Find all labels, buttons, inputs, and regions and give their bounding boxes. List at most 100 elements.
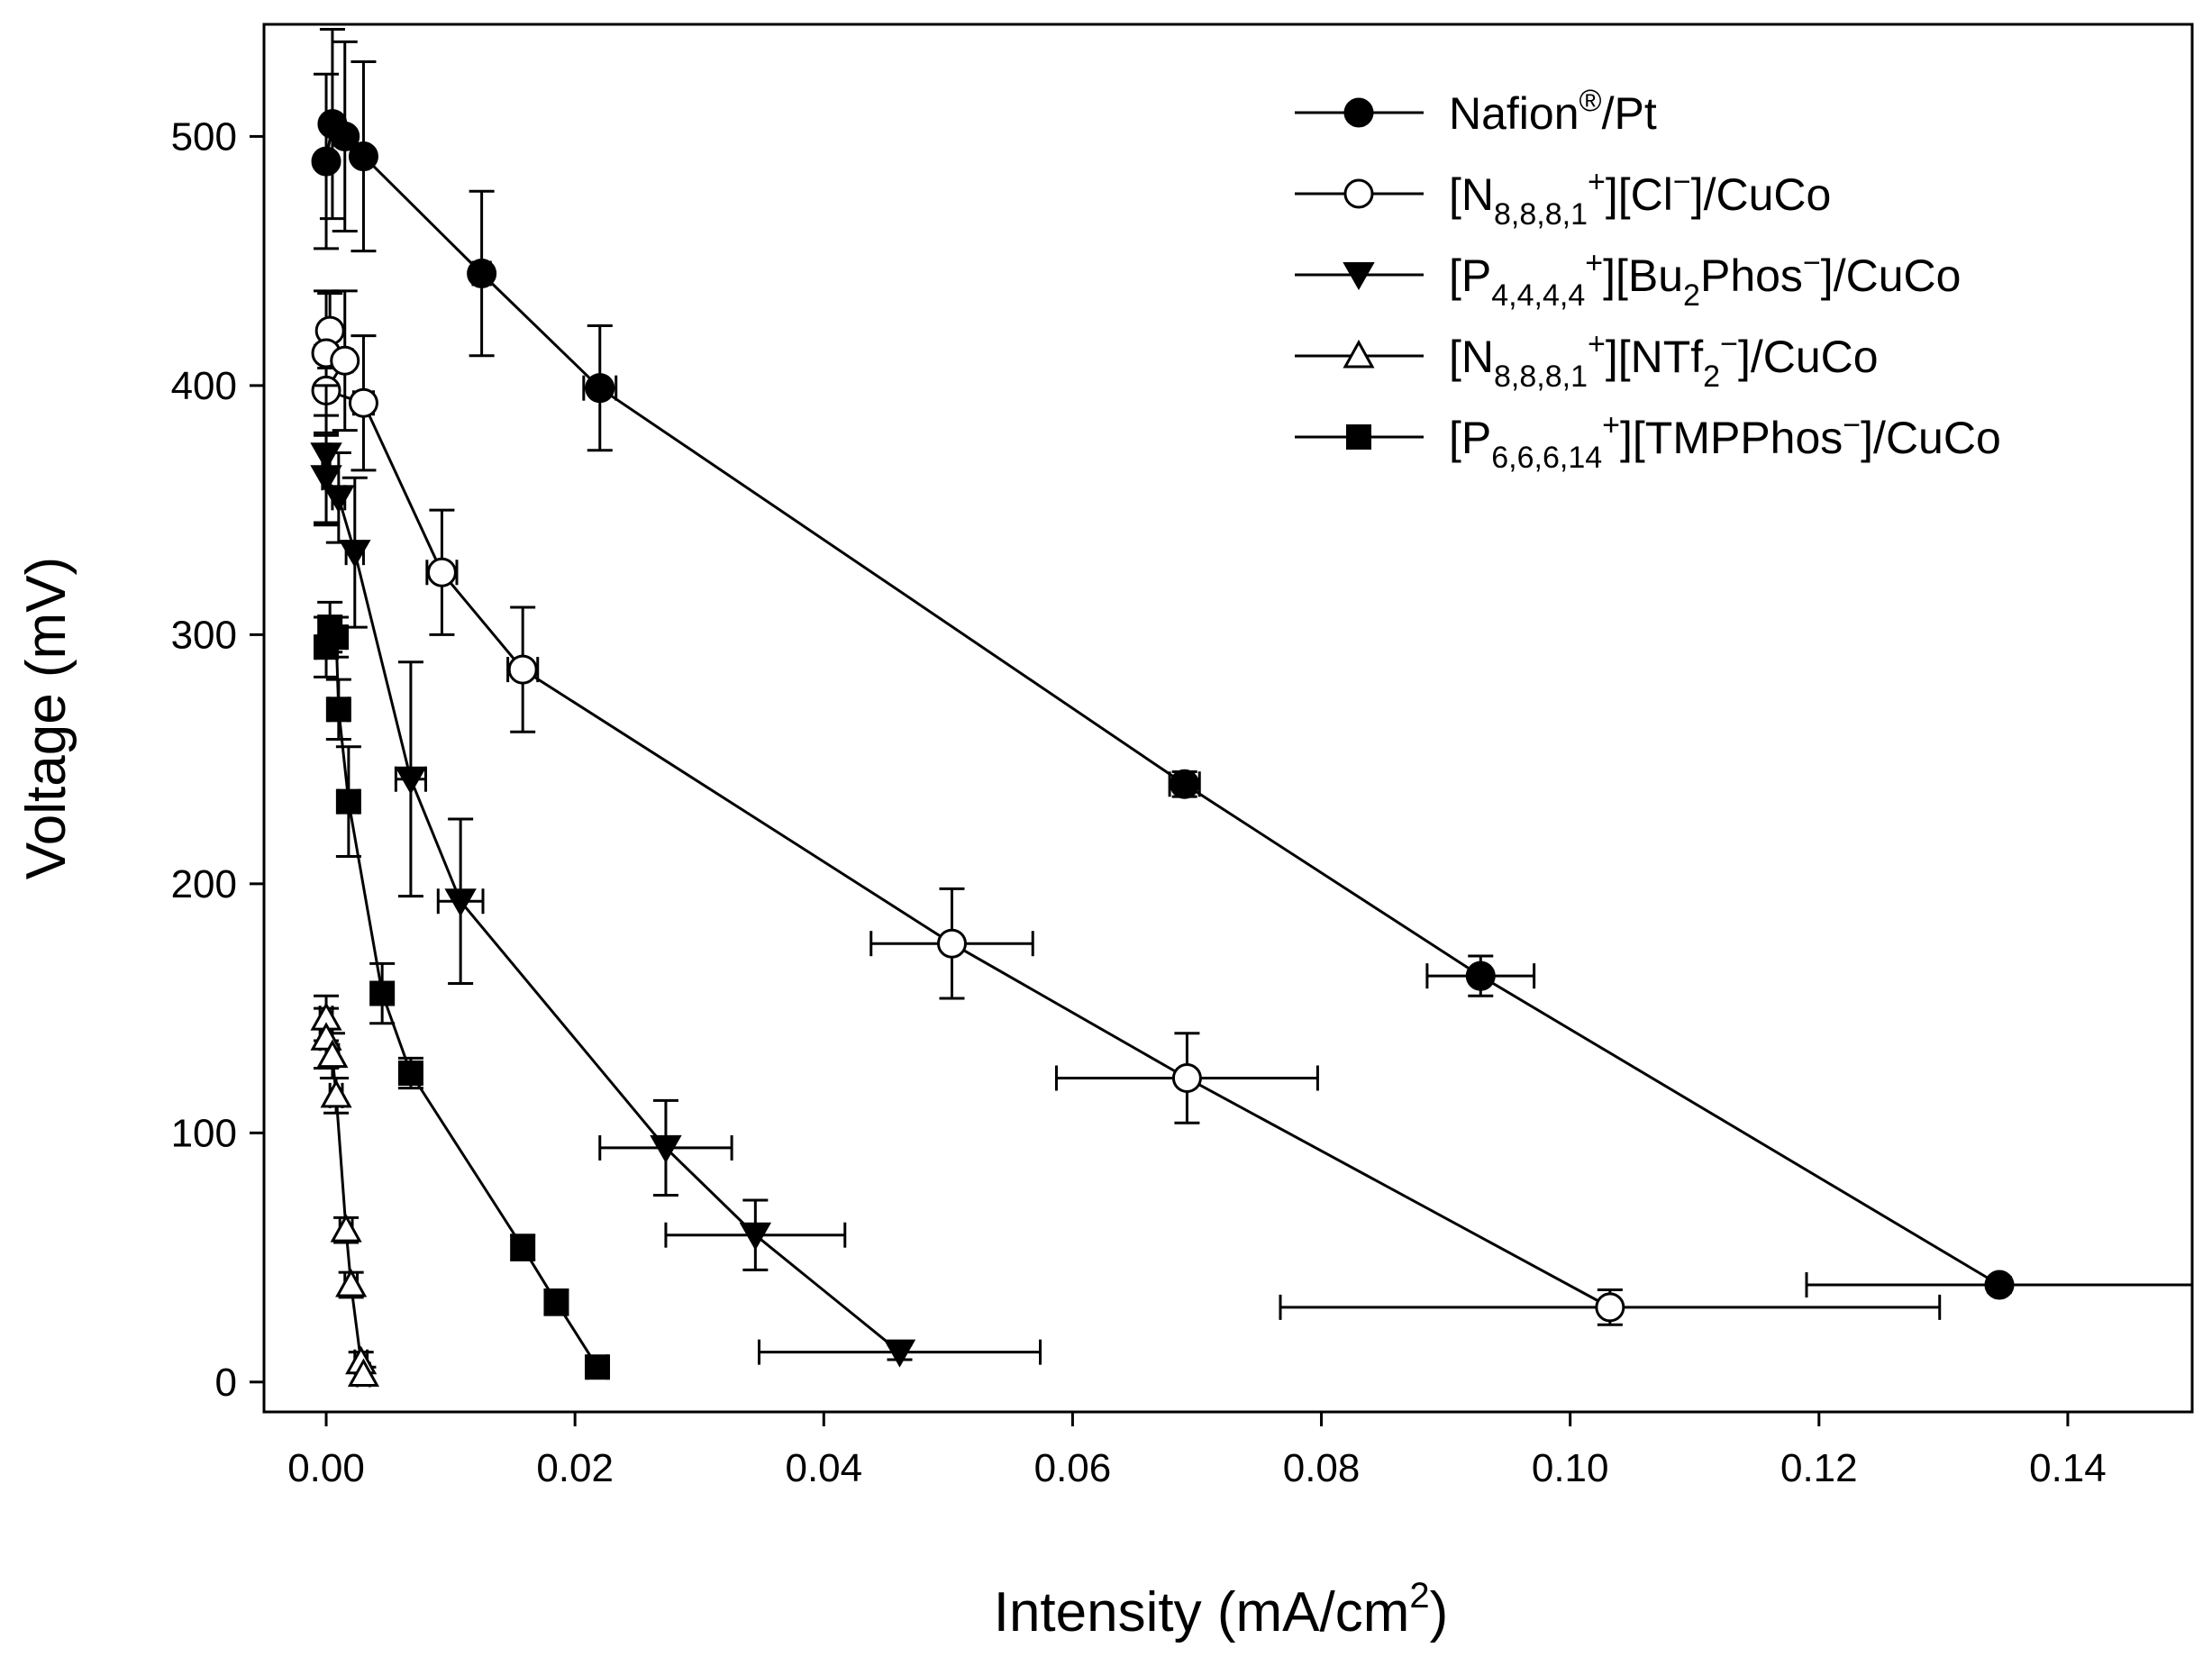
- legend-label-part: ]/CuCo: [1738, 332, 1879, 382]
- series-5-point: [325, 696, 351, 723]
- series-2-point: [1171, 1063, 1202, 1094]
- x-axis-label-sup: 2: [1409, 1576, 1429, 1616]
- series-3-point: [310, 465, 342, 494]
- y-tick-label: 400: [171, 364, 237, 408]
- legend-label-part: +: [1588, 327, 1606, 361]
- legend-label-part: +: [1602, 408, 1620, 442]
- y-tick-label: 500: [171, 114, 237, 159]
- series-5-point: [397, 1060, 423, 1086]
- legend-marker: [1346, 424, 1371, 450]
- legend-label-part: ]/CuCo: [1861, 413, 2001, 463]
- series-5-point: [510, 1234, 536, 1261]
- y-axis-label: Voltage (mV): [15, 557, 77, 879]
- series-2-point: [936, 928, 967, 959]
- legend-item-1: Nafion®/Pt: [1295, 84, 1657, 139]
- x-tick-label: 0.10: [1532, 1446, 1609, 1490]
- y-tick-label: 100: [171, 1111, 237, 1155]
- series-1-point: [1984, 1270, 2015, 1300]
- legend-marker: [1343, 262, 1375, 291]
- legend-label-part: −: [1843, 408, 1861, 442]
- legend-marker: [1343, 339, 1375, 369]
- legend-item-5: [P6,6,6,14+][TMPPhos−]/CuCo: [1295, 408, 2001, 475]
- series-1: [311, 28, 2194, 1300]
- series-2-point: [426, 557, 457, 587]
- legend-label-part: [P: [1449, 413, 1491, 463]
- series-5-line: [324, 624, 599, 1369]
- series-3-point: [650, 1134, 682, 1163]
- legend-label-part: 4,4,4,4: [1491, 278, 1585, 313]
- x-tick-label: 0.14: [2029, 1446, 2107, 1490]
- series-5-point: [543, 1289, 569, 1316]
- legend-label-part: ][TMPPhos: [1620, 413, 1843, 463]
- legend-label-part: [N: [1449, 332, 1494, 382]
- series-3-point: [883, 1339, 916, 1368]
- legend-label-part: 8,8,8,1: [1494, 197, 1588, 232]
- legend-label-part: ]/CuCo: [1821, 250, 1962, 301]
- legend-label-part: +: [1585, 246, 1603, 280]
- legend-marker: [1343, 178, 1374, 209]
- series-1-point: [348, 141, 378, 172]
- series-3-point: [339, 540, 371, 569]
- legend-label-part: Nafion: [1449, 88, 1579, 139]
- legend-item-4: [N8,8,8,1+][NTf2−]/CuCo: [1295, 327, 1879, 394]
- series-4: [310, 994, 380, 1388]
- legend-item-3: [P4,4,4,4+][Bu2Phos−]/CuCo: [1295, 246, 1961, 313]
- series-3-point: [444, 888, 477, 917]
- series-2-point: [330, 345, 360, 376]
- legend-label-part: [P: [1449, 250, 1491, 301]
- legend-label-part: ][Bu: [1603, 250, 1683, 301]
- legend-label-part: ]/CuCo: [1691, 169, 1832, 220]
- legend-label: [N8,8,8,1+][NTf2−]/CuCo: [1449, 327, 1879, 394]
- plot-frame: [262, 23, 2194, 1414]
- x-tick-label: 0.00: [287, 1446, 365, 1490]
- data-layer: [310, 28, 2194, 1388]
- series-1-point: [467, 258, 497, 288]
- series-5-point: [369, 980, 396, 1006]
- legend-label: [P4,4,4,4+][Bu2Phos−]/CuCo: [1449, 246, 1961, 313]
- legend-label-part: ][NTf: [1606, 332, 1703, 382]
- series-4-point: [347, 1358, 380, 1388]
- legend-label-part: 8,8,8,1: [1494, 360, 1588, 394]
- x-tick-label: 0.04: [785, 1446, 862, 1490]
- legend-label-part: ][Cl: [1606, 169, 1673, 220]
- series-2-point: [507, 654, 538, 685]
- x-axis-label: Intensity (mA/cm2): [994, 1576, 1449, 1643]
- legend-label-part: [N: [1449, 169, 1494, 220]
- axes-layer: 0.00 0.02 0.04 0.06 0.08 0.10 0.12 0.14 0 100 200 3…: [171, 114, 2107, 1490]
- y-tick-label: 200: [171, 862, 237, 906]
- series-4-point: [335, 1268, 368, 1297]
- legend-label-part: +: [1588, 165, 1606, 199]
- series-3-point: [395, 766, 427, 795]
- legend-label-part: 2: [1703, 360, 1720, 394]
- legend-label: Nafion®/Pt: [1449, 84, 1657, 139]
- series-2-point: [1595, 1292, 1625, 1323]
- series-3-point: [739, 1222, 772, 1251]
- legend-label-part: −: [1720, 327, 1738, 361]
- legend-label-part: 2: [1683, 278, 1700, 313]
- legend-label-part: ®: [1579, 84, 1602, 118]
- legend-label-part: /Pt: [1602, 88, 1657, 139]
- legend-label: [N8,8,8,1+][Cl−]/CuCo: [1449, 165, 1831, 232]
- series-1-point: [330, 121, 360, 151]
- x-axis-label-base: Intensity (mA/cm: [994, 1581, 1410, 1643]
- legend-marker: [1343, 97, 1374, 128]
- legend-item-2: [N8,8,8,1+][Cl−]/CuCo: [1295, 165, 1831, 232]
- series-3: [310, 384, 1042, 1368]
- series-5-point: [335, 788, 361, 815]
- series-2-line: [323, 330, 1611, 1309]
- x-axis-label-tail: ): [1430, 1581, 1449, 1643]
- series-5-point: [323, 624, 350, 651]
- x-tick-label: 0.12: [1780, 1446, 1858, 1490]
- x-tick-label: 0.02: [536, 1446, 614, 1490]
- series-2-point: [348, 387, 378, 418]
- legend: Nafion®/Pt[N8,8,8,1+][Cl−]/CuCo[P4,4,4,4…: [1295, 84, 2001, 475]
- legend-label: [P6,6,6,14+][TMPPhos−]/CuCo: [1449, 408, 2001, 475]
- legend-label-part: Phos: [1700, 250, 1803, 301]
- y-tick-label: 300: [171, 613, 237, 657]
- series-1-point: [311, 146, 341, 177]
- series-4-point: [330, 1214, 362, 1243]
- series-3-point: [310, 442, 342, 471]
- legend-label-part: 6,6,6,14: [1491, 441, 1602, 475]
- x-tick-label: 0.06: [1034, 1446, 1112, 1490]
